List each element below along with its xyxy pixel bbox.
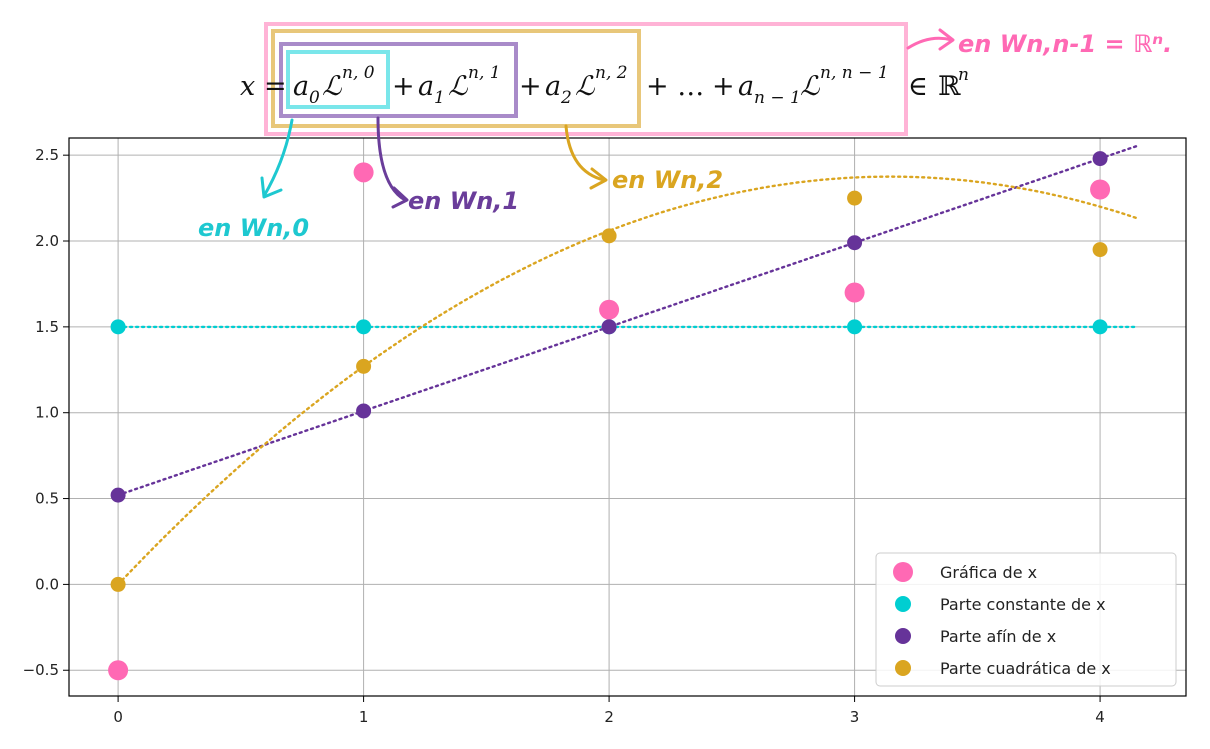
legend-marker-constante [895,596,911,612]
term-last-operator: ℒ [800,71,820,102]
term-0-coef: a [293,71,309,102]
series-line-2 [116,144,1139,497]
term-1-sup: n, 1 [468,63,501,83]
legend-marker-grafica [893,562,913,582]
formula: x = a 0 ℒ n, 0 + a 1 ℒ n, 1 + a 2 ℒ n, 2… [240,63,969,108]
term-last-coef: a [738,71,754,102]
term-2-sup: n, 2 [595,63,628,83]
tick-label-x-3: 3 [850,708,860,726]
point-s1-0 [110,319,126,335]
axis-ticks: 0 1 2 3 4 −0.5 0.0 0.5 1.0 1.5 2.0 2.5 [23,146,1105,726]
point-s2-2 [601,319,617,335]
tick-label-y-6: 2.5 [35,146,59,164]
term-1-coef: a [418,71,434,102]
term-0-sup: n, 0 [342,63,375,83]
handwritten-annotations: en Wn,0 en Wn,1 en Wn,2 en Wn,n-1 = ℝⁿ. [198,28,1172,242]
term-1-op: + [392,71,415,102]
tick-label-x-4: 4 [1095,708,1105,726]
point-s0-4 [1090,179,1111,200]
term-2-sub: 2 [560,88,572,108]
term-0-sub: 0 [309,88,320,108]
point-s3-0 [110,576,126,592]
term-2-coef: a [545,71,561,102]
box-wn-2 [271,29,641,128]
point-s3-1 [356,358,372,374]
point-s0-0 [108,660,129,681]
formula-belongs: ∈ [908,71,928,102]
point-s1-3 [847,319,863,335]
term-2-op: + [519,71,542,102]
tick-label-y-5: 2.0 [35,232,59,250]
legend-label-cuadratica: Parte cuadrática de x [940,659,1111,678]
tick-label-y-2: 0.5 [35,490,59,508]
legend-marker-cuadratica [895,660,911,676]
point-s1-4 [1092,319,1108,335]
arrow-wn-0 [262,118,294,198]
arrow-wn-2 [564,124,606,182]
point-s2-3 [847,235,863,251]
annotation-wn-0: en Wn,0 [198,214,309,242]
point-s3-4 [1092,242,1108,258]
point-s3-2 [601,228,617,244]
point-s3-3 [847,190,863,206]
point-s0-2 [599,299,620,320]
formula-equals: = [264,71,287,102]
arrow-wn-n-1 [906,36,954,50]
annotation-wn-1: en Wn,1 [408,187,519,215]
legend-box [875,552,1177,687]
legend: Gráfica de x Parte constante de x Parte … [875,552,1177,687]
term-0-operator: ℒ [322,71,342,102]
legend-label-constante: Parte constante de x [940,595,1106,614]
plot-area-frame [68,137,1187,697]
tick-label-y-3: 1.0 [35,404,59,422]
box-wn-n-1 [264,22,908,136]
point-s0-3 [844,282,865,303]
term-1-sub: 1 [434,88,445,108]
formula-space: ℝ [938,71,961,102]
legend-label-grafica: Gráfica de x [940,563,1037,582]
point-s0-1 [353,162,374,183]
term-last-op: + [712,71,735,102]
box-wn-0 [286,50,390,109]
term-ellipsis: + … [646,71,704,102]
box-wn-1 [279,42,518,118]
legend-marker-afin [895,628,911,644]
annotation-wn-n-1: en Wn,n-1 = ℝⁿ. [958,30,1172,58]
legend-label-afin: Parte afín de x [940,627,1056,646]
formula-lhs: x [240,71,255,102]
annotation-wn-2: en Wn,2 [612,166,723,194]
formula-space-sup: n [958,65,969,85]
tick-label-y-4: 1.5 [35,318,59,336]
term-2-operator: ℒ [575,71,595,102]
arrow-wn-1-head [391,186,409,209]
arrow-wn-1 [376,116,407,202]
point-s2-1 [356,403,372,419]
point-s1-1 [356,319,372,335]
data-points [108,151,1111,681]
term-last-sup: n, n − 1 [820,63,889,83]
formula-highlight-boxes [264,22,908,136]
tick-label-x-1: 1 [359,708,369,726]
term-1-operator: ℒ [448,71,468,102]
tick-label-x-2: 2 [604,708,614,726]
arrow-wn-2-head [589,167,608,190]
arrow-wn-n-1-head [938,28,955,51]
arrow-wn-0-head [260,176,283,199]
point-s2-4 [1092,151,1108,167]
tick-label-y-1: 0.0 [35,575,59,593]
tick-label-y-0: −0.5 [23,661,59,679]
series-line-3 [116,175,1139,586]
tick-label-x-0: 0 [113,708,123,726]
term-last-sub: n − 1 [754,88,801,108]
point-s2-0 [110,487,126,503]
series-lines [116,144,1139,586]
